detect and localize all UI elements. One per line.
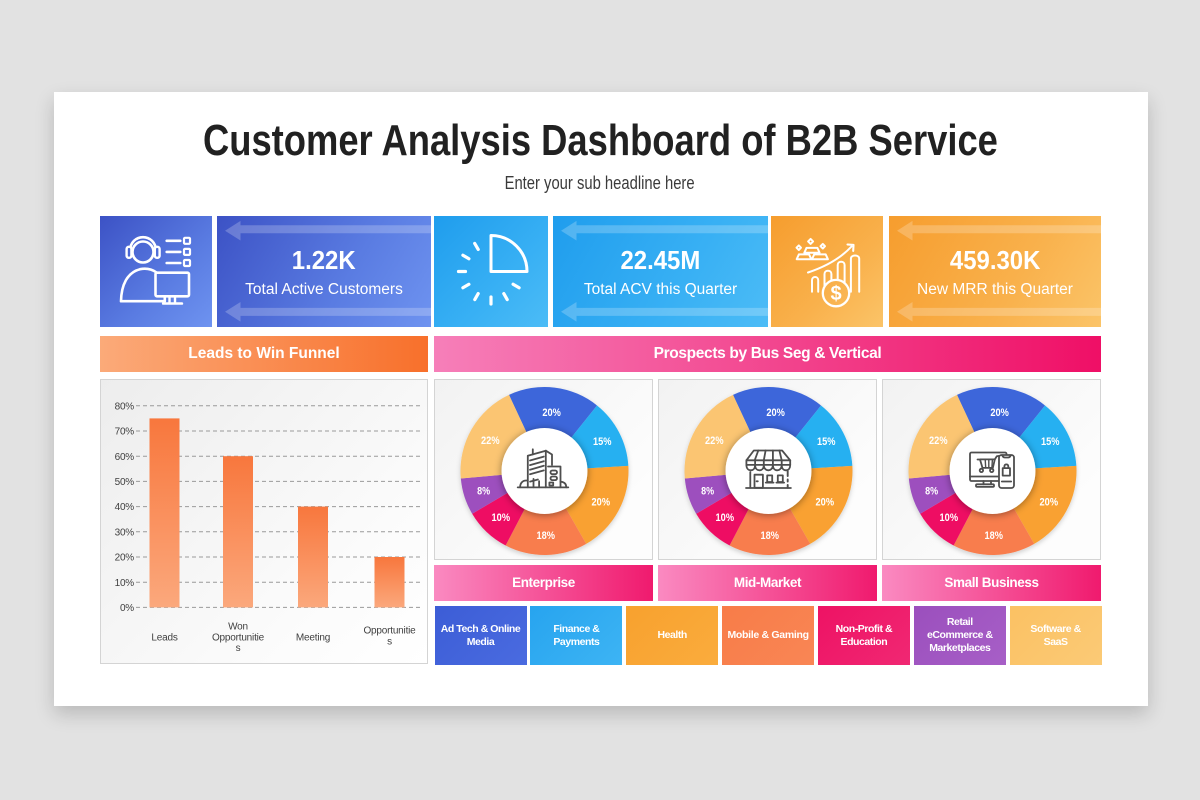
svg-text:Leads: Leads — [151, 632, 177, 643]
svg-text:8%: 8% — [701, 486, 714, 498]
svg-text:15%: 15% — [817, 436, 836, 448]
svg-text:$: $ — [830, 283, 841, 305]
svg-text:20%: 20% — [1040, 496, 1059, 508]
svg-text:22%: 22% — [481, 435, 500, 447]
svg-text:80%: 80% — [115, 401, 135, 412]
svg-text:Meeting: Meeting — [296, 632, 330, 643]
svg-text:10%: 10% — [716, 512, 735, 524]
svg-text:22%: 22% — [705, 435, 724, 447]
svg-text:20%: 20% — [766, 407, 785, 419]
svg-text:Opportunitie: Opportunitie — [212, 632, 265, 643]
svg-text:50%: 50% — [115, 477, 135, 488]
svg-text:10%: 10% — [115, 578, 135, 589]
svg-text:s: s — [236, 643, 241, 654]
svg-text:0%: 0% — [120, 603, 134, 614]
svg-text:70%: 70% — [115, 427, 135, 438]
svg-text:Won: Won — [228, 622, 248, 633]
svg-text:18%: 18% — [984, 530, 1003, 542]
svg-text:Opportunitie: Opportunitie — [363, 626, 416, 637]
svg-text:20%: 20% — [542, 407, 561, 419]
svg-text:30%: 30% — [115, 527, 135, 538]
svg-text:60%: 60% — [115, 452, 135, 463]
svg-text:18%: 18% — [536, 530, 555, 542]
svg-text:8%: 8% — [925, 486, 938, 498]
svg-text:22%: 22% — [929, 435, 948, 447]
svg-text:s: s — [387, 636, 392, 647]
svg-text:20%: 20% — [816, 496, 835, 508]
svg-text:40%: 40% — [115, 502, 135, 513]
svg-text:10%: 10% — [940, 512, 959, 524]
svg-text:20%: 20% — [115, 553, 135, 564]
svg-text:15%: 15% — [593, 436, 612, 448]
svg-text:8%: 8% — [477, 486, 490, 498]
svg-text:10%: 10% — [492, 512, 511, 524]
svg-text:18%: 18% — [760, 530, 779, 542]
svg-text:20%: 20% — [990, 407, 1009, 419]
svg-text:15%: 15% — [1041, 436, 1060, 448]
svg-text:20%: 20% — [592, 496, 611, 508]
